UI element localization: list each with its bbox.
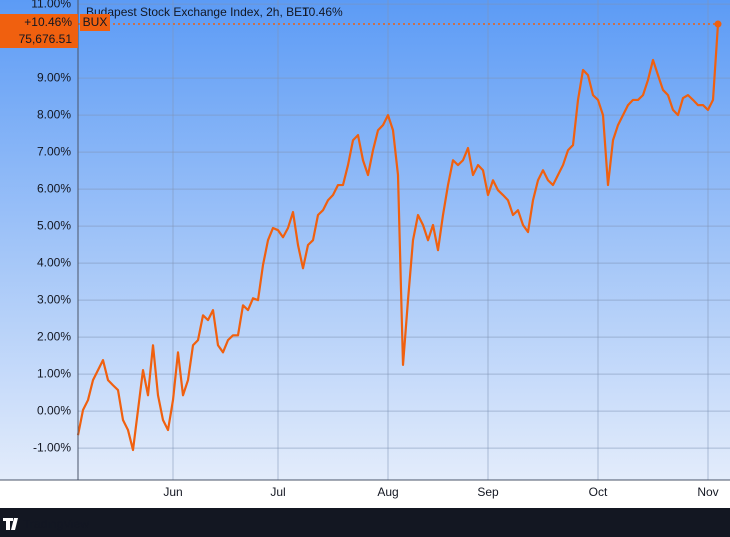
price-badge — [0, 31, 78, 48]
y-tick-label: 6.00% — [37, 181, 71, 195]
change-label: +10.46% — [24, 15, 72, 29]
x-axis-area — [0, 480, 730, 508]
y-tick-label: 4.00% — [37, 255, 71, 269]
x-tick-label: Jun — [163, 485, 182, 499]
y-tick-label: 5.00% — [37, 218, 71, 232]
x-tick-label: Sep — [477, 485, 499, 499]
footer — [0, 508, 730, 537]
plot — [76, 20, 722, 452]
x-tick-label: Aug — [377, 485, 398, 499]
y-tick-label: 3.00% — [37, 292, 71, 306]
price-line — [76, 23, 720, 452]
y-tick-label: 7.00% — [37, 144, 71, 158]
y-tick-label: -1.00% — [33, 440, 71, 454]
symbol-label: BUX — [83, 15, 108, 29]
change-badge — [0, 14, 78, 31]
y-tick-label: 1.00% — [37, 366, 71, 380]
grid — [78, 0, 730, 480]
y-tick-label: 2.00% — [37, 329, 71, 343]
labels: -1.00% 0.00% 1.00% 2.00% 3.00% 4.00% 5.00% 6.00… — [31, 0, 718, 499]
symbol-badge — [80, 14, 110, 31]
plot-background — [0, 0, 730, 480]
footer-logo — [3, 518, 18, 530]
y-tick-label: 0.00% — [37, 403, 71, 417]
last-price-dot — [714, 20, 722, 28]
footer-brand: TradingView — [23, 517, 89, 531]
x-tick-label: Oct — [589, 485, 608, 499]
last-value-label: 10.46% — [302, 5, 343, 19]
x-tick-label: Nov — [697, 485, 718, 499]
y-tick-label: 8.00% — [37, 107, 71, 121]
price-label: 75,676.51 — [19, 32, 73, 46]
chart-title: Budapest Stock Exchange Index, 2h, BET — [86, 5, 310, 19]
y-tick-label: 11.00% — [31, 0, 71, 10]
x-tick-label: Jul — [270, 485, 285, 499]
y-tick-label: 9.00% — [37, 70, 71, 84]
